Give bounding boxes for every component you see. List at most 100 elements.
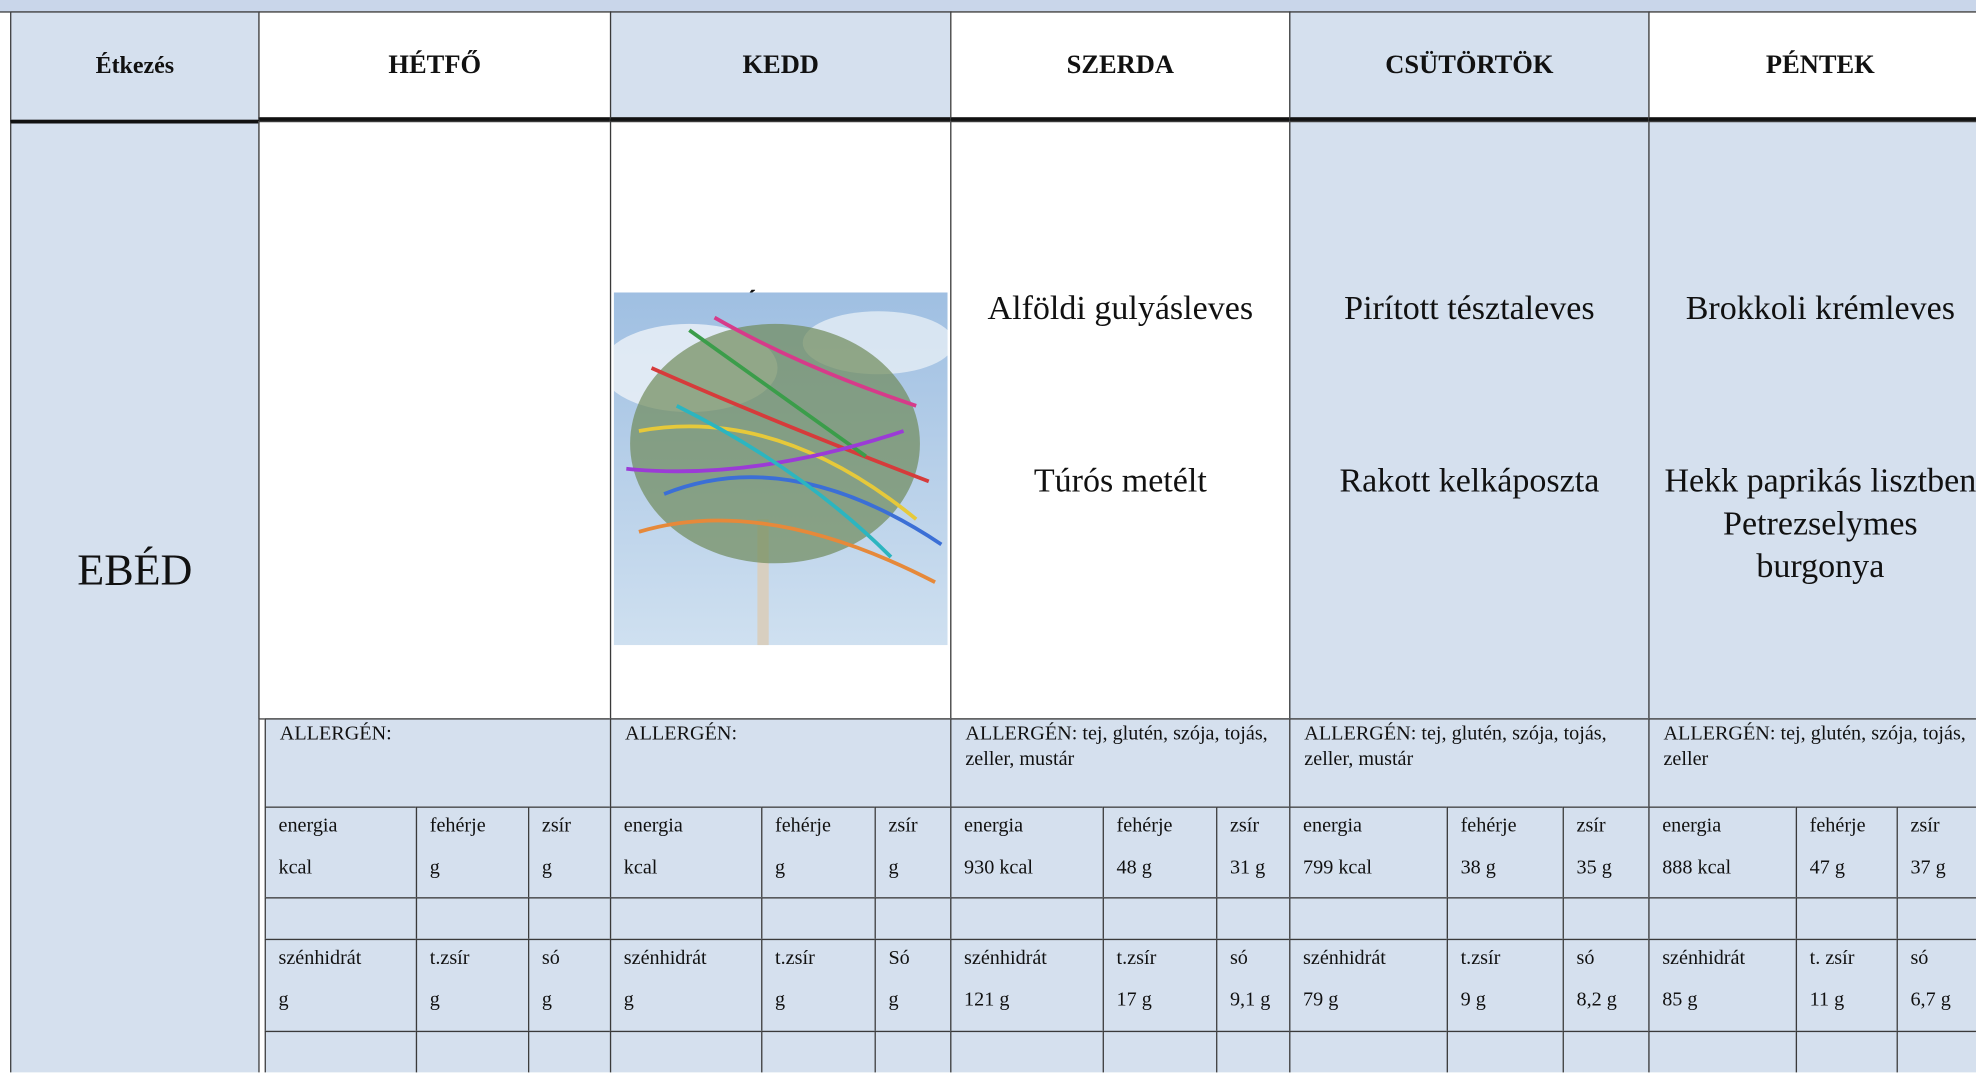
nutrition-cell [1446, 897, 1564, 941]
nutrition-cell [761, 897, 876, 941]
nutrition-cell [950, 1030, 1104, 1073]
header-cell: HÉTFŐ [258, 11, 612, 121]
nutrition-cell [874, 897, 952, 941]
menu-cell: Pirított tésztaleves Rakott kelkáposzta [1289, 120, 1650, 720]
nutrition-cell: t. zsír 11 g [1795, 938, 1898, 1033]
nutrient-label: fehérje [429, 815, 486, 837]
nutrition-cell [950, 897, 1104, 941]
nutrition-cell: t.zsír 9 g [1446, 938, 1564, 1033]
nutrient-value: g [429, 856, 440, 879]
menu-item: Alföldi gulyásleves [987, 288, 1254, 327]
nutrient-value: 38 g [1460, 856, 1496, 879]
header-text: Étkezés [95, 52, 175, 79]
nutrient-label: fehérje [1116, 815, 1173, 837]
nutrition-cell: energia kcal [264, 806, 418, 899]
header-text: SZERDA [1066, 49, 1174, 80]
nutrient-value: 9 g [1460, 989, 1486, 1011]
nutrition-cell: zsír 37 g [1896, 806, 1976, 899]
nutrition-cell [264, 1030, 418, 1073]
meal-cell: EBÉD [10, 119, 260, 1073]
nutrient-label: szénhidrát [964, 947, 1047, 970]
nutrient-value: g [775, 989, 786, 1011]
nutrition-cell: szénhidrát 79 g [1289, 938, 1448, 1033]
header-cell: PÉNTEK [1648, 11, 1976, 121]
allergen-cell: ALLERGÉN: tej, glutén, szója, tojás, zel… [950, 718, 1291, 808]
nutrient-value: 85 g [1662, 989, 1698, 1011]
nutrient-label: fehérje [1460, 815, 1517, 837]
nutrition-cell: energia kcal [609, 806, 763, 899]
nutrient-value: 121 g [964, 989, 1010, 1011]
nutrition-cell [415, 1030, 530, 1073]
allergen-cell: ALLERGÉN: [264, 718, 612, 808]
nutrition-cell: fehérje 38 g [1446, 806, 1564, 899]
allergen-cell: ALLERGÉN: tej, glutén, szója, tojás, zel… [1289, 718, 1650, 808]
nutrition-cell [1896, 897, 1976, 941]
nutrition-cell: energia 930 kcal [950, 806, 1104, 899]
nutrition-cell: fehérje g [761, 806, 876, 899]
nutrition-cell [264, 897, 418, 941]
maypole-photo [613, 292, 948, 646]
nutrient-label: Só [888, 947, 910, 970]
nutrition-cell: zsír g [874, 806, 952, 899]
meal-label: EBÉD [77, 545, 193, 595]
nutrient-value: 11 g [1809, 989, 1845, 1011]
nutrition-cell: Só g [874, 938, 952, 1033]
menu-item: Pirított tésztaleves [1344, 288, 1595, 327]
header-text: PÉNTEK [1765, 49, 1875, 80]
nutrition-cell [1795, 1030, 1898, 1073]
nutrient-value: kcal [623, 856, 658, 879]
nutrient-label: szénhidrát [623, 947, 707, 970]
allergen-text: ALLERGÉN: [279, 723, 392, 745]
nutrient-label: energia [1662, 815, 1722, 837]
nutrition-cell [1289, 897, 1448, 941]
nutrition-cell [761, 1030, 876, 1073]
nutrition-cell [1446, 1030, 1564, 1073]
nutrient-value: g [278, 989, 289, 1011]
nutrition-cell [1648, 897, 1798, 941]
header-cell: KEDD [609, 11, 952, 121]
allergen-text: ALLERGÉN: tej, glutén, szója, tojás, zel… [965, 723, 1268, 770]
nutrition-cell: fehérje 47 g [1795, 806, 1898, 899]
nutrition-cell [415, 897, 530, 941]
nutrition-cell: só 9,1 g [1216, 938, 1291, 1033]
menu-item: Hekk paprikás lisztben Petrezselymes bur… [1664, 461, 1976, 585]
menu-cell: Brokkoli krémleves Hekk paprikás lisztben… [1648, 120, 1976, 757]
nutrient-label: zsír [1576, 815, 1606, 837]
nutrient-label: fehérje [1809, 815, 1866, 837]
nutrient-value: 35 g [1576, 856, 1612, 879]
nutrient-value: 9,1 g [1229, 989, 1271, 1011]
nutrient-value: 17 g [1116, 989, 1152, 1011]
nutrition-cell: t.zsír g [415, 938, 530, 1033]
nutrient-value: 37 g [1910, 856, 1946, 879]
nutrition-cell: energia 799 kcal [1289, 806, 1448, 899]
nutrient-label: energia [964, 815, 1024, 837]
nutrient-value: g [429, 989, 440, 1011]
nutrition-cell [1648, 1030, 1798, 1073]
nutrient-label: fehérje [775, 815, 831, 837]
nutrient-value: 47 g [1809, 856, 1845, 879]
nutrition-cell [1289, 1030, 1448, 1073]
nutrient-value: 930 kcal [964, 856, 1033, 879]
nutrition-cell: só 6,7 g [1896, 938, 1976, 1033]
nutrient-label: só [1910, 947, 1929, 970]
nutrient-label: szénhidrát [278, 947, 362, 970]
header-text: KEDD [742, 49, 819, 80]
nutrition-cell: energia 888 kcal [1648, 806, 1798, 899]
nutrient-label: t.zsír [1460, 947, 1501, 970]
nutrition-cell: fehérje g [415, 806, 530, 899]
nutrient-value: 888 kcal [1662, 856, 1732, 879]
menu-cell: Alföldi gulyásleves Túrós metélt [950, 120, 1291, 720]
nutrient-value: g [888, 989, 899, 1011]
nutrition-cell: só g [528, 938, 612, 1033]
nutrition-cell [1216, 1030, 1291, 1073]
nutrition-cell [1216, 897, 1291, 941]
nutrient-label: zsír [1910, 815, 1940, 837]
nutrient-label: t.zsír [429, 947, 470, 970]
menu-item: Túrós metélt [1033, 461, 1207, 500]
nutrition-cell: t.zsír g [761, 938, 876, 1033]
nutrition-cell [1102, 897, 1218, 941]
nutrition-cell [1562, 897, 1650, 941]
nutrient-label: t.zsír [1116, 947, 1157, 970]
nutrition-cell: szénhidrát 85 g [1648, 938, 1798, 1033]
